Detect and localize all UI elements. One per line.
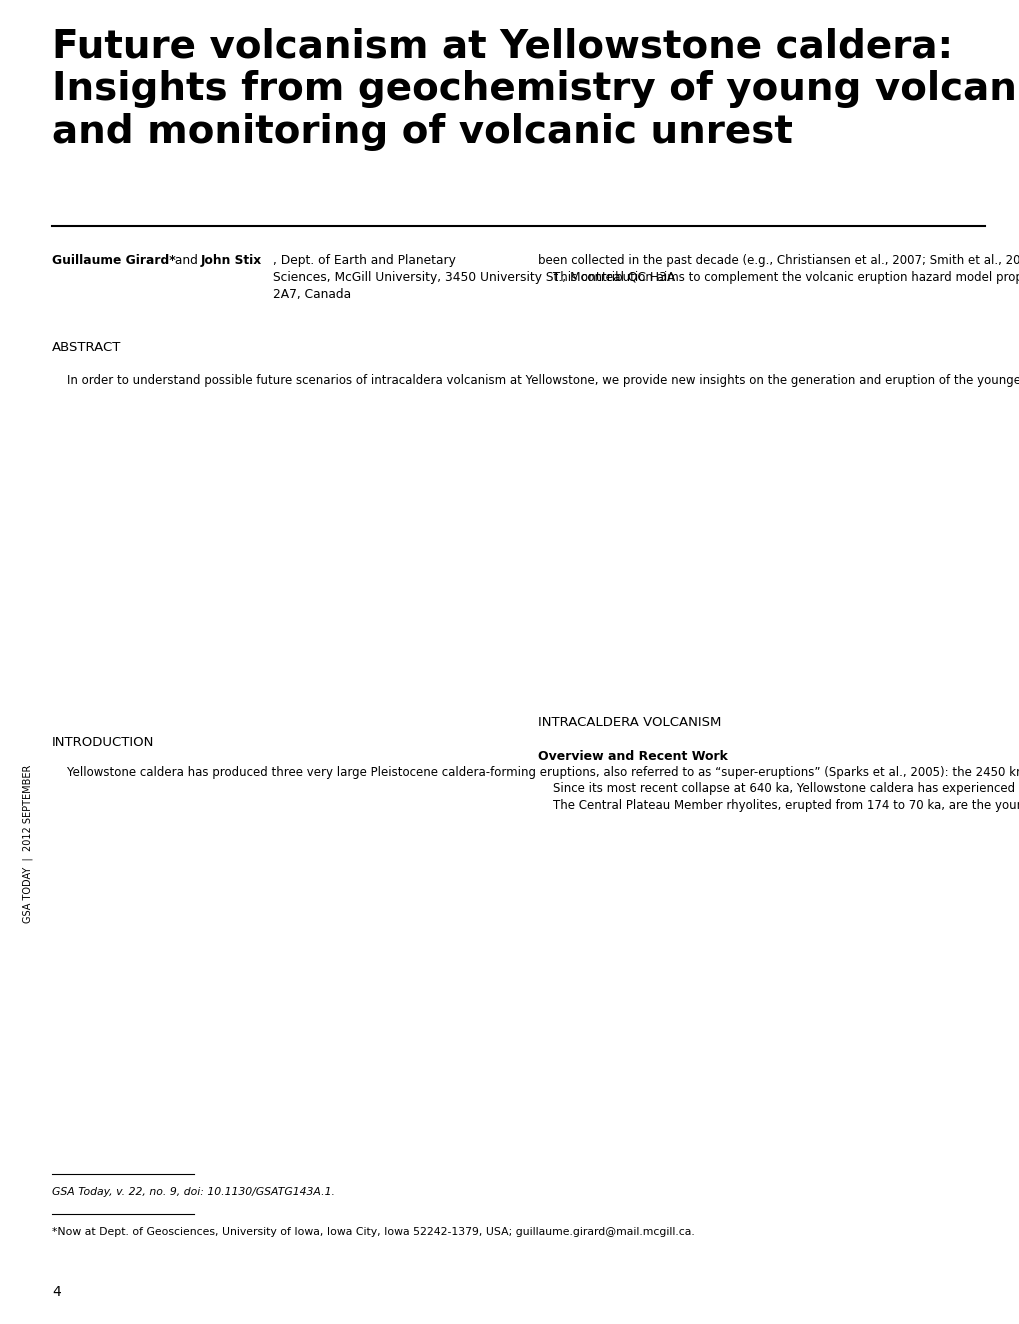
- Text: Future volcanism at Yellowstone caldera:
Insights from geochemistry of young vol: Future volcanism at Yellowstone caldera:…: [52, 28, 1019, 151]
- Text: 4: 4: [52, 1286, 61, 1299]
- Text: Since its most recent collapse at 640 ka, Yellowstone caldera has experienced a : Since its most recent collapse at 640 ka…: [537, 782, 1019, 812]
- Text: GSA Today, v. 22, no. 9, doi: 10.1130/GSATG143A.1.: GSA Today, v. 22, no. 9, doi: 10.1130/GS…: [52, 1188, 334, 1197]
- Text: Yellowstone caldera has produced three very large Pleistocene caldera-forming er: Yellowstone caldera has produced three v…: [52, 767, 1019, 779]
- Text: Guillaume Girard*: Guillaume Girard*: [52, 254, 175, 267]
- Text: INTRACALDERA VOLCANISM: INTRACALDERA VOLCANISM: [537, 716, 720, 730]
- Text: GSA TODAY  |  2012 SEPTEMBER: GSA TODAY | 2012 SEPTEMBER: [22, 765, 34, 923]
- Text: *Now at Dept. of Geosciences, University of Iowa, Iowa City, Iowa 52242-1379, US: *Now at Dept. of Geosciences, University…: [52, 1227, 694, 1237]
- Text: INTRODUCTION: INTRODUCTION: [52, 736, 154, 749]
- Text: , Dept. of Earth and Planetary
Sciences, McGill University, 3450 University St.,: , Dept. of Earth and Planetary Sciences,…: [273, 254, 675, 301]
- Text: and: and: [171, 254, 202, 267]
- Text: In order to understand possible future scenarios of intracaldera volcanism at Ye: In order to understand possible future s…: [52, 373, 1019, 387]
- Text: Overview and Recent Work: Overview and Recent Work: [537, 749, 728, 763]
- Text: been collected in the past decade (e.g., Christiansen et al., 2007; Smith et al.: been collected in the past decade (e.g.,…: [537, 254, 1019, 285]
- Text: ABSTRACT: ABSTRACT: [52, 342, 121, 354]
- Text: John Stix: John Stix: [201, 254, 262, 267]
